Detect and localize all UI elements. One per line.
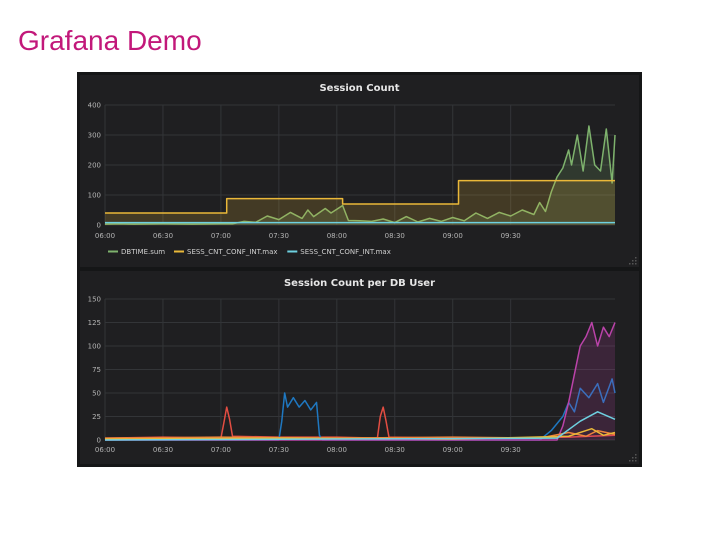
series-area	[105, 322, 615, 440]
x-tick-label: 06:00	[95, 232, 115, 240]
x-tick-label: 08:30	[385, 232, 405, 240]
y-tick-label: 400	[88, 102, 101, 110]
slide-title: Grafana Demo	[18, 25, 202, 56]
x-tick-label: 07:30	[269, 446, 289, 454]
y-tick-label: 125	[88, 319, 101, 327]
y-tick-label: 150	[88, 296, 101, 304]
y-tick-label: 25	[92, 413, 101, 421]
x-tick-label: 08:00	[327, 446, 347, 454]
series-line[interactable]	[105, 321, 616, 441]
y-tick-label: 100	[88, 192, 101, 200]
x-tick-label: 09:30	[501, 232, 521, 240]
x-tick-label: 06:00	[95, 446, 115, 454]
panel-resize-handle[interactable]	[629, 454, 637, 462]
y-tick-label: 200	[88, 162, 101, 170]
x-tick-label: 09:00	[443, 232, 463, 240]
x-tick-label: 08:00	[327, 232, 347, 240]
series-area	[105, 126, 615, 225]
series-line[interactable]	[104, 125, 616, 225]
session-count-per-db-user-chart: Session Count per DB User 0 25 50 75 100 125 15…	[88, 278, 637, 462]
series-line[interactable]	[105, 378, 616, 441]
x-tick-label: 08:30	[385, 446, 405, 454]
x-tick-label: 07:00	[211, 446, 231, 454]
x-tick-label: 06:30	[153, 446, 173, 454]
y-tick-label: 0	[97, 222, 101, 230]
legend-item[interactable]: DBTIME.sum	[121, 248, 165, 256]
session-count-chart: Session Count 0 100 200 300 400 06:00 06:30 07:0…	[88, 83, 637, 265]
x-tick-label: 07:30	[269, 232, 289, 240]
legend-item[interactable]: SESS_CNT_CONF_INT.max	[300, 248, 391, 256]
panel-title[interactable]: Session Count per DB User	[284, 278, 435, 289]
x-tick-label: 09:30	[501, 446, 521, 454]
series-line[interactable]	[104, 411, 616, 441]
panel-title[interactable]: Session Count	[319, 83, 399, 94]
y-tick-label: 50	[92, 390, 101, 398]
x-tick-label: 09:00	[443, 446, 463, 454]
series-line[interactable]	[104, 427, 616, 440]
legend-item[interactable]: SESS_CNT_CONF_INT.max	[187, 248, 278, 256]
y-tick-label: 100	[88, 343, 101, 351]
series-line[interactable]	[105, 179, 615, 214]
panel-resize-handle[interactable]	[629, 257, 637, 265]
y-tick-label: 75	[92, 366, 101, 374]
series-line[interactable]	[104, 406, 616, 439]
x-tick-label: 06:30	[153, 232, 173, 240]
series-area	[105, 180, 615, 225]
grafana-dashboard-screenshot: Session Count 0 100 200 300 400 06:00 06:30 07:0…	[77, 72, 642, 467]
panel-session-count-per-db-user[interactable]: Session Count per DB User 0 25 50 75 100 125 15…	[80, 271, 639, 464]
x-tick-label: 07:00	[211, 232, 231, 240]
y-tick-label: 300	[88, 132, 101, 140]
y-tick-label: 0	[97, 437, 101, 445]
panel-session-count[interactable]: Session Count 0 100 200 300 400 06:00 06:30 07:0…	[80, 75, 639, 267]
